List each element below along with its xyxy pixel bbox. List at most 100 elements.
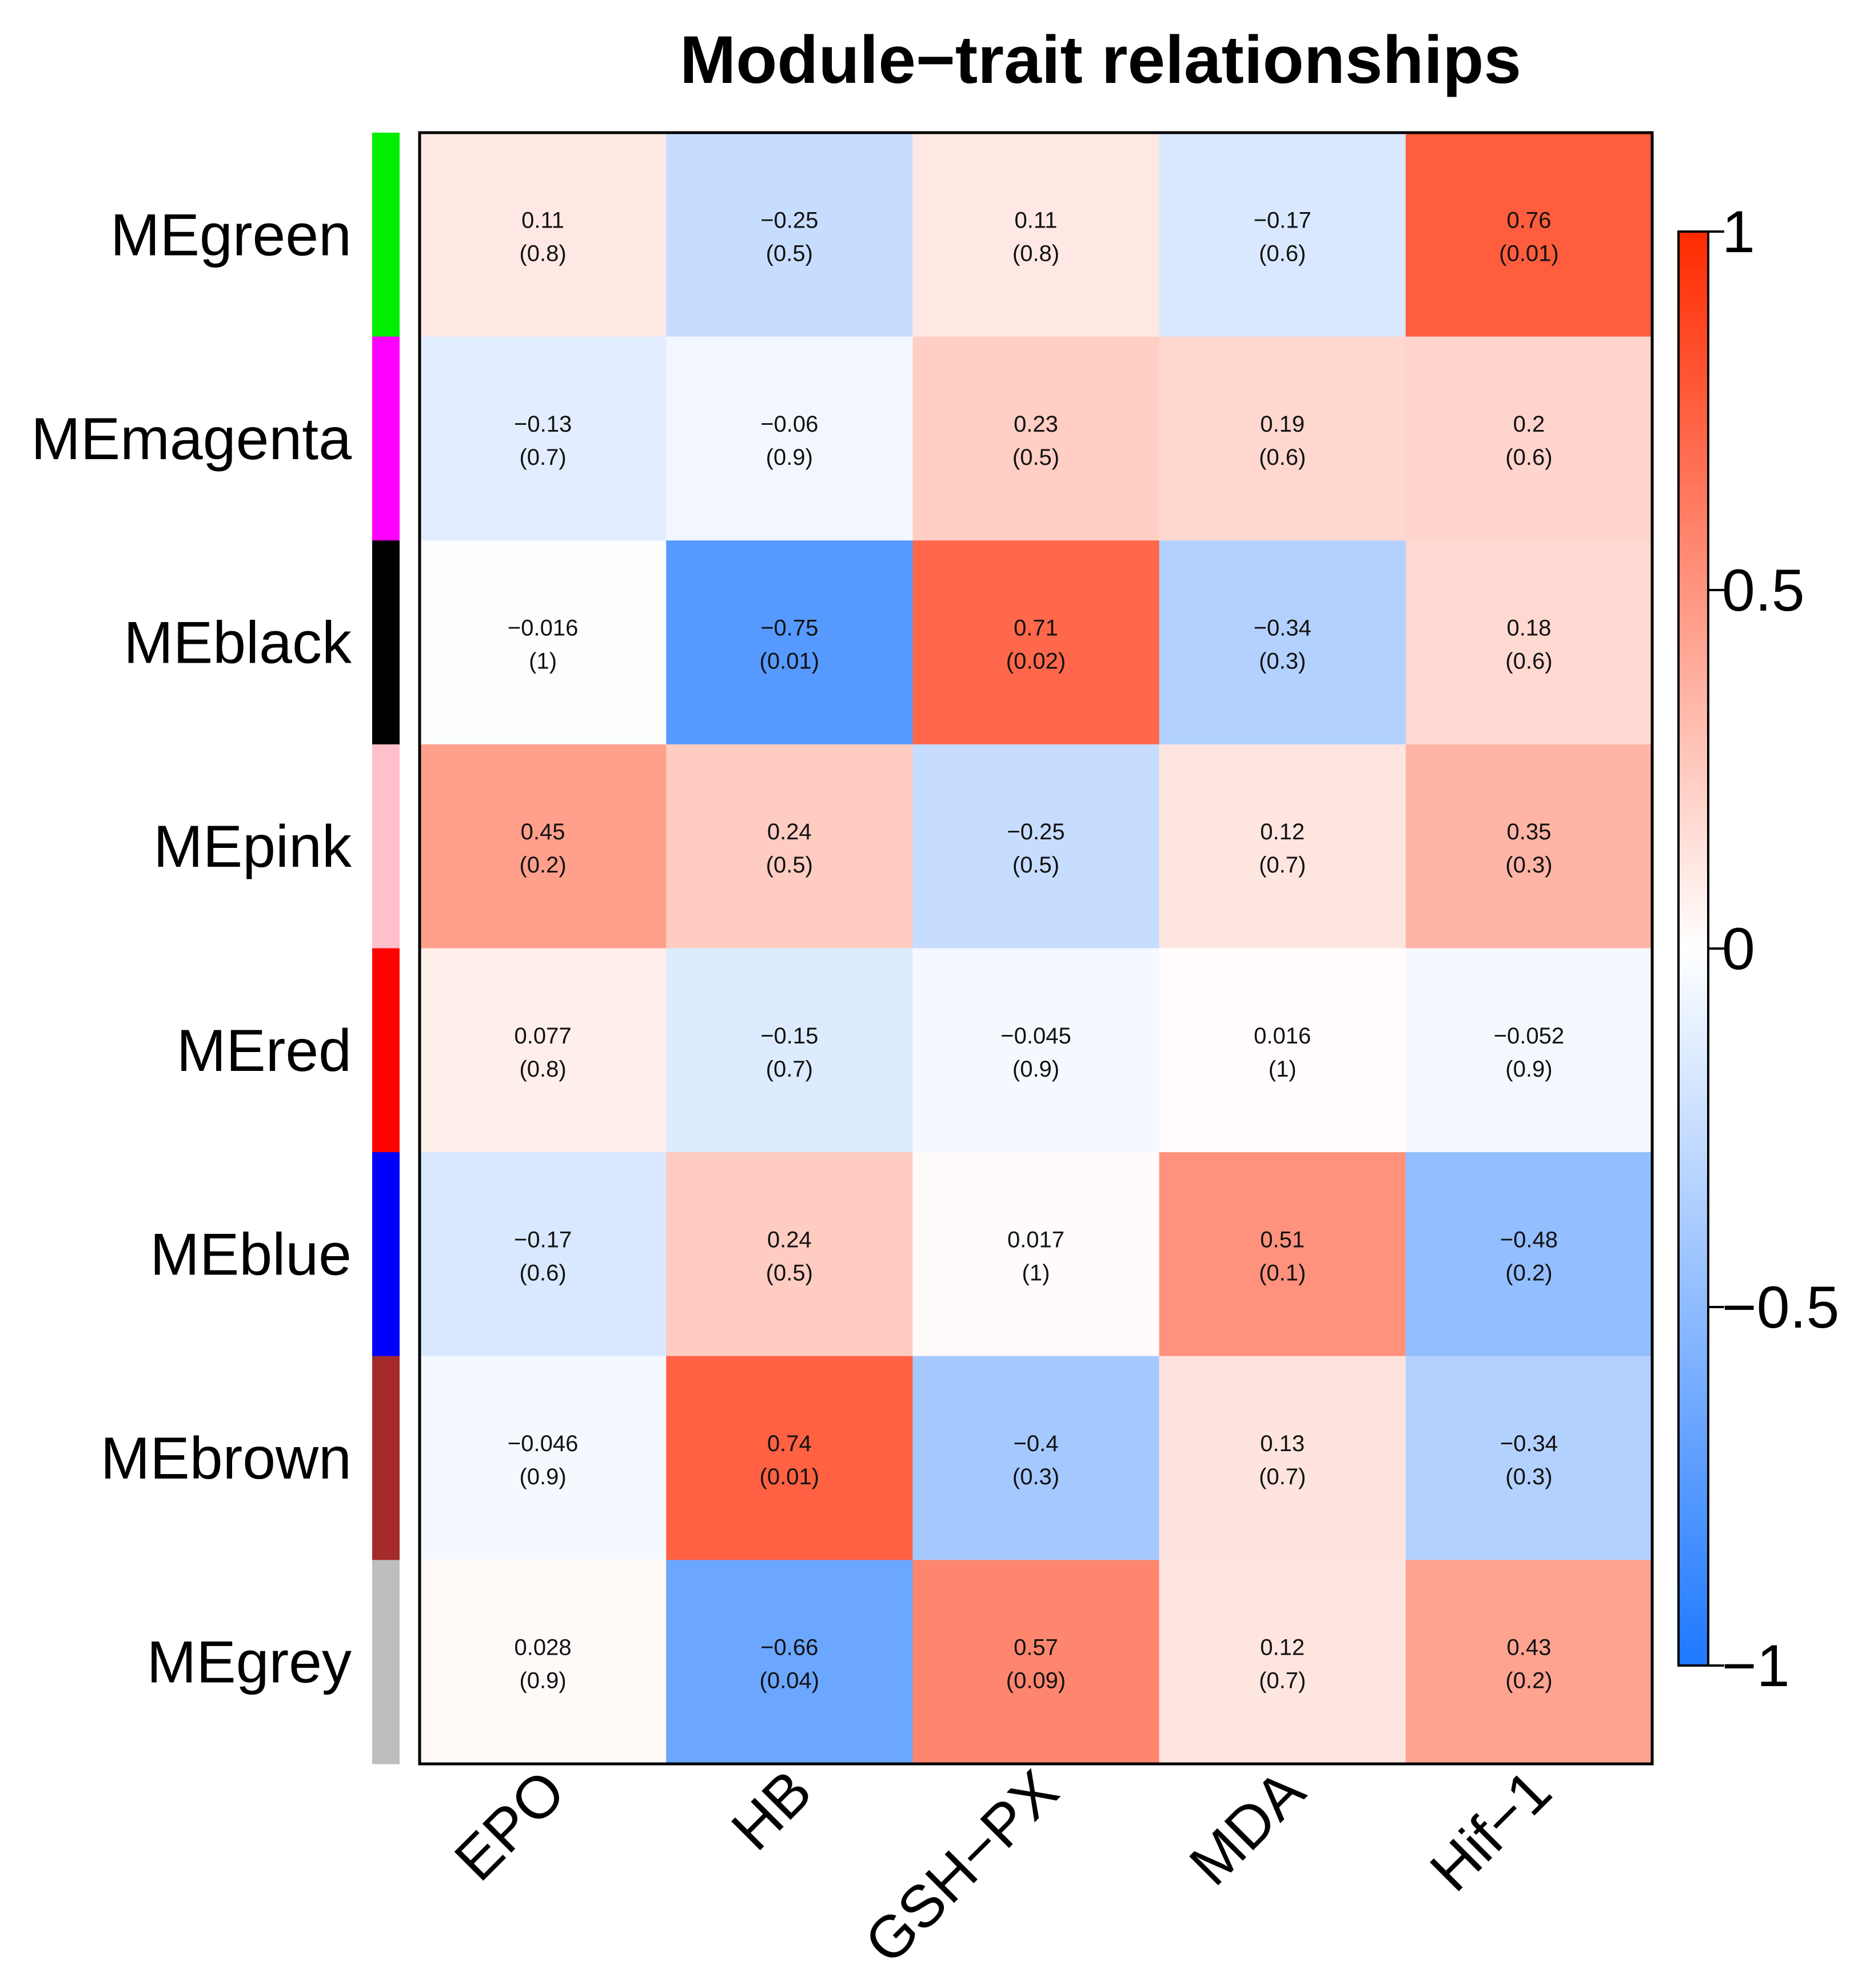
cell-pvalue-label: (0.7) — [1259, 1668, 1306, 1694]
cell-pvalue-label: (1) — [529, 649, 557, 674]
chart-title: Module−trait relationships — [680, 22, 1521, 98]
cell-pvalue-label: (0.8) — [519, 241, 566, 266]
heatmap-cell — [420, 948, 667, 1153]
heatmap-cell — [420, 1356, 667, 1560]
cell-pvalue-label: (0.2) — [519, 852, 566, 878]
cell-correlation-label: −0.17 — [514, 1227, 572, 1252]
module-color-swatch — [372, 540, 400, 745]
cell-correlation-label: 0.11 — [1015, 208, 1058, 233]
heatmap-cell — [420, 1560, 667, 1764]
cell-pvalue-label: (0.7) — [1259, 852, 1306, 878]
colorbar-tick-label: −1 — [1722, 1633, 1790, 1699]
cell-pvalue-label: (0.5) — [1012, 445, 1059, 470]
cell-correlation-label: −0.06 — [760, 412, 818, 437]
heatmap-cell — [912, 540, 1160, 745]
heatmap-cell — [912, 1560, 1160, 1764]
cell-correlation-label: −0.045 — [1000, 1023, 1071, 1049]
cell-pvalue-label: (0.5) — [766, 241, 813, 266]
cell-pvalue-label: (0.8) — [519, 1057, 566, 1082]
cell-pvalue-label: (0.6) — [1259, 445, 1306, 470]
cell-correlation-label: 0.35 — [1506, 819, 1551, 844]
row-label: MEblack — [123, 610, 352, 676]
cell-pvalue-label: (0.6) — [519, 1260, 566, 1285]
cell-correlation-label: 0.24 — [767, 819, 812, 844]
cell-pvalue-label: (0.09) — [1006, 1668, 1066, 1694]
cell-correlation-label: −0.17 — [1254, 208, 1311, 233]
cell-correlation-label: 0.11 — [521, 208, 564, 233]
cell-pvalue-label: (0.9) — [766, 445, 813, 470]
heatmap-border — [418, 131, 1654, 1766]
heatmap-cell — [420, 336, 667, 541]
cell-correlation-label: 0.077 — [515, 1023, 572, 1049]
cell-correlation-label: 0.12 — [1260, 1635, 1305, 1660]
module-color-bar — [372, 133, 400, 1764]
heatmap-cell — [1405, 540, 1653, 745]
cell-pvalue-label: (0.6) — [1259, 241, 1306, 266]
heatmap-cell — [1159, 948, 1406, 1153]
cell-correlation-label: 0.016 — [1254, 1023, 1311, 1049]
row-label: MEpink — [153, 814, 352, 880]
module-color-swatch — [372, 1356, 400, 1560]
heatmap-cell — [1159, 1356, 1406, 1560]
cell-correlation-label: 0.57 — [1014, 1635, 1058, 1660]
cell-pvalue-label: (0.6) — [1505, 445, 1552, 470]
cell-correlation-label: 0.19 — [1260, 412, 1305, 437]
cell-correlation-label: 0.51 — [1260, 1227, 1305, 1252]
cell-pvalue-label: (0.5) — [766, 852, 813, 878]
cell-pvalue-label: (1) — [1269, 1057, 1297, 1082]
heatmap-cell — [666, 336, 913, 541]
cell-correlation-label: 0.45 — [521, 819, 565, 844]
cell-pvalue-label: (0.01) — [760, 649, 820, 674]
cell-pvalue-label: (0.9) — [519, 1668, 566, 1694]
cell-correlation-label: −0.75 — [760, 616, 818, 641]
heatmap-cells: 0.11 (0.8) −0.25 (0.5) 0.11 (0.8) −0.17 (0.6) 0.… — [420, 133, 1653, 1764]
column-label: HB — [719, 1758, 824, 1863]
heatmap-cell — [420, 744, 667, 949]
colorbar-tick-label: 0.5 — [1722, 557, 1805, 624]
cell-pvalue-label: (0.7) — [766, 1057, 813, 1082]
cell-correlation-label: −0.34 — [1254, 616, 1311, 641]
cell-pvalue-label: (0.9) — [519, 1464, 566, 1489]
heatmap-cell — [1159, 744, 1406, 949]
cell-correlation-label: −0.25 — [1007, 819, 1064, 844]
cell-correlation-label: 0.76 — [1506, 208, 1551, 233]
cell-correlation-label: −0.13 — [514, 412, 572, 437]
row-label: MEred — [177, 1018, 352, 1084]
cell-correlation-label: 0.74 — [767, 1431, 812, 1456]
row-label: MEgreen — [110, 202, 352, 268]
heatmap-cell — [1405, 744, 1653, 949]
heatmap-cell — [666, 1560, 913, 1764]
heatmap-cell — [1405, 948, 1653, 1153]
heatmap-cell — [1159, 1560, 1406, 1764]
heatmap-cell — [420, 1152, 667, 1357]
module-color-swatch — [372, 948, 400, 1153]
cell-pvalue-label: (0.3) — [1505, 1464, 1552, 1489]
colorbar-tick-label: −0.5 — [1722, 1274, 1839, 1341]
heatmap-cell — [666, 1152, 913, 1357]
row-label: MEgrey — [147, 1630, 352, 1696]
heatmap-cell — [666, 1356, 913, 1560]
heatmap-cell — [420, 540, 667, 745]
cell-correlation-label: 0.2 — [1513, 412, 1545, 437]
heatmap-cell — [1159, 336, 1406, 541]
cell-correlation-label: −0.34 — [1500, 1431, 1558, 1456]
heatmap-cell — [666, 540, 913, 745]
heatmap-cell — [666, 948, 913, 1153]
cell-pvalue-label: (0.6) — [1505, 649, 1552, 674]
row-label: MEbrown — [101, 1425, 352, 1492]
cell-pvalue-label: (0.02) — [1006, 649, 1066, 674]
heatmap-cell — [912, 1152, 1160, 1357]
colorbar: 1 0.5 0 −0.5 −1 — [1677, 199, 1839, 1699]
cell-correlation-label: 0.13 — [1260, 1431, 1305, 1456]
row-labels: MEgreen MEmagenta MEblack MEpink MEred MEblue… — [31, 202, 352, 1695]
cell-correlation-label: 0.028 — [515, 1635, 572, 1660]
cell-pvalue-label: (0.8) — [1012, 241, 1059, 266]
cell-pvalue-label: (1) — [1022, 1260, 1050, 1285]
column-label: EPO — [442, 1758, 578, 1893]
heatmap-cell — [1159, 1152, 1406, 1357]
module-color-swatch — [372, 1152, 400, 1357]
heatmap-cell — [1405, 1356, 1653, 1560]
colorbar-gradient — [1677, 230, 1709, 1667]
cell-correlation-label: −0.66 — [760, 1635, 818, 1660]
cell-pvalue-label: (0.2) — [1505, 1260, 1552, 1285]
